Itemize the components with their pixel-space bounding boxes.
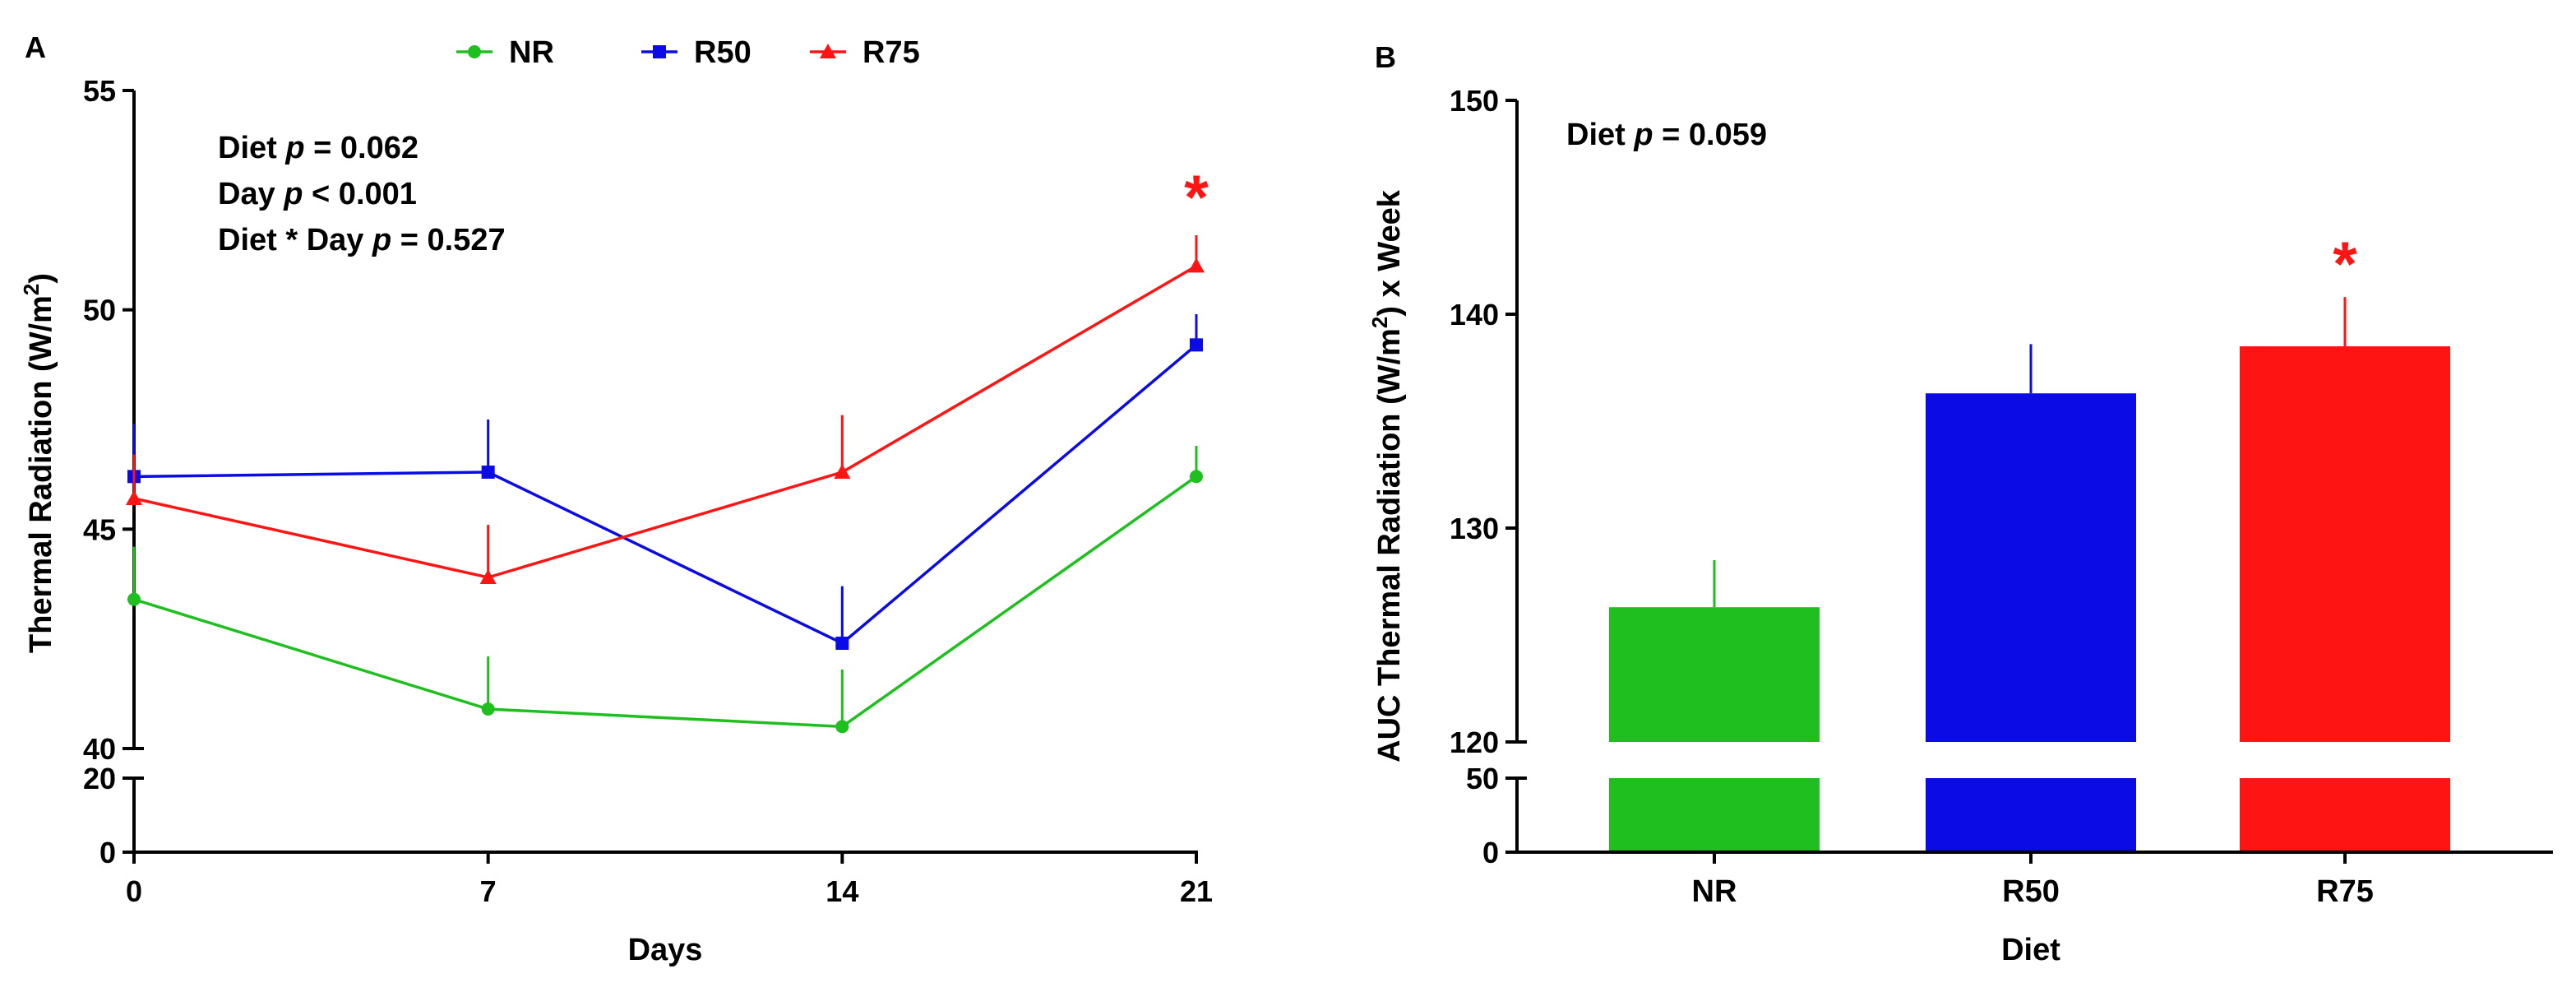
panel-a-point-r75 xyxy=(126,490,142,505)
panel-a-x-axis-title: Days xyxy=(628,933,703,967)
panel-a-y-tick-label: 40 xyxy=(83,732,116,766)
legend-label-r75: R75 xyxy=(863,35,920,70)
panel-a-series-line-r50 xyxy=(133,343,1198,646)
panel-a-y-tick-label: 55 xyxy=(83,74,116,108)
panel-b-y-tick-label: 130 xyxy=(1450,512,1499,545)
panel-a-x-tick-label: 0 xyxy=(126,874,142,908)
panel-b-y-tick-label: 0 xyxy=(1482,836,1499,869)
panel-a-significance-star: * xyxy=(1184,163,1209,233)
panel-a-point-r50 xyxy=(481,466,495,479)
panel-a-x-tick-label: 7 xyxy=(480,874,497,908)
panel-b-y-tick-label: 50 xyxy=(1466,762,1499,795)
panel-a: A 40 45 50 55 0 20 0 7 14 21 Days Thermal Radiation … xyxy=(19,30,1213,967)
panel-a-y-axis-title: Thermal Radiation (W/m2) xyxy=(19,273,58,653)
panel-b-y-tick-label: 140 xyxy=(1450,298,1499,331)
panel-b-x-tick-label: R50 xyxy=(2002,874,2060,909)
panel-a-point-nr xyxy=(127,592,141,606)
panel-a-series-line-nr xyxy=(133,475,1198,729)
panel-a-point-r50 xyxy=(1190,338,1203,352)
panel-a-y-tick-label: 20 xyxy=(83,762,116,795)
panel-b-bar-r50 xyxy=(1926,393,2136,742)
panel-b-significance-star: * xyxy=(2333,229,2357,299)
panel-a-series-line-r75 xyxy=(133,264,1197,579)
panel-a-y-tick-label: 45 xyxy=(83,512,116,546)
legend-marker-nr xyxy=(468,45,481,58)
panel-b-x-tick-label: NR xyxy=(1692,874,1737,909)
panel-b-x-axis-title: Diet xyxy=(2001,933,2060,967)
panel-a-point-r75 xyxy=(834,464,851,479)
panel-b-label: B xyxy=(1375,40,1396,74)
panel-a-y-tick-label: 50 xyxy=(83,294,116,327)
panel-b-bar-nr xyxy=(1609,607,1820,742)
legend-marker-r50 xyxy=(653,45,666,58)
panel-b-x-tick-label: R75 xyxy=(2316,874,2374,909)
panel-a-point-nr xyxy=(835,720,849,734)
panel-b-y-tick-label: 120 xyxy=(1450,725,1499,759)
panel-b-stats-line-1: Diet p = 0.059 xyxy=(1566,118,1767,152)
panel-a-y-tick-label: 0 xyxy=(99,836,116,869)
panel-b-bar-lower-nr xyxy=(1609,778,1820,852)
legend-marker-r75 xyxy=(820,44,836,58)
panel-a-label: A xyxy=(25,30,46,64)
panel-a-point-nr xyxy=(481,702,495,716)
panel-b-y-tick-label: 150 xyxy=(1450,84,1499,118)
legend-label-nr: NR xyxy=(509,35,554,70)
panel-a-stats-line-3: Diet * Day p = 0.527 xyxy=(218,223,506,257)
panel-a-x-tick-label: 14 xyxy=(826,874,858,908)
panel-a-point-nr xyxy=(1190,470,1203,484)
panel-a-point-r50 xyxy=(835,637,849,650)
legend-label-r50: R50 xyxy=(694,35,752,70)
panel-b: B 120 130 140 150 0 50 NR R50 R75 Diet AUC Thermal … xyxy=(1367,40,2553,967)
panel-b-bar-r75 xyxy=(2240,346,2450,742)
panel-b-y-axis-title: AUC Thermal Radiation (W/m2) x Week xyxy=(1367,189,1407,763)
panel-a-point-r75 xyxy=(479,569,497,584)
panel-a-point-r75 xyxy=(1188,257,1205,273)
panel-a-stats-line-2: Day p < 0.001 xyxy=(218,177,417,211)
panel-b-bar-lower-r75 xyxy=(2240,778,2450,852)
panel-b-bar-lower-r50 xyxy=(1926,778,2136,852)
panel-a-stats-line-1: Diet p = 0.062 xyxy=(218,131,419,165)
panel-a-x-tick-label: 21 xyxy=(1180,874,1213,908)
